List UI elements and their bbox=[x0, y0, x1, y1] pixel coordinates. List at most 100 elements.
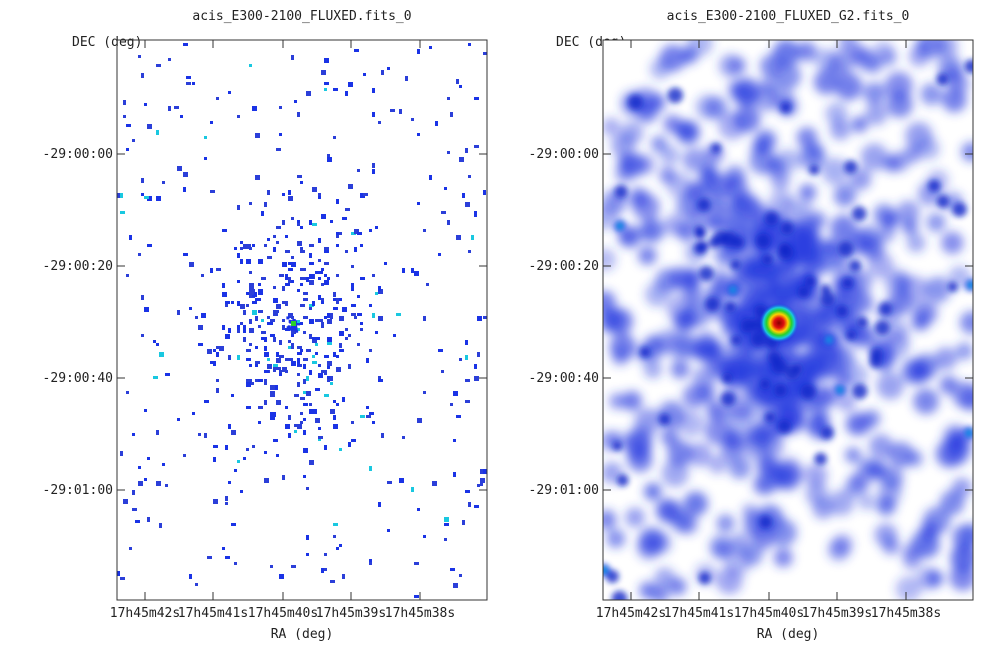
count-pixel bbox=[243, 337, 246, 342]
count-pixel bbox=[270, 322, 273, 325]
count-pixel bbox=[300, 268, 305, 271]
dense-core bbox=[843, 160, 858, 174]
count-pixel bbox=[429, 175, 432, 180]
count-pixel bbox=[363, 73, 366, 76]
count-pixel bbox=[144, 478, 147, 481]
count-pixel bbox=[246, 349, 251, 352]
count-pixel bbox=[288, 415, 291, 420]
count-pixel bbox=[468, 250, 471, 253]
count-pixel bbox=[267, 364, 272, 369]
count-pixel bbox=[333, 424, 338, 429]
dense-core bbox=[730, 335, 742, 346]
count-pixel bbox=[381, 70, 384, 75]
count-pixel bbox=[336, 355, 339, 358]
count-pixel bbox=[318, 364, 321, 367]
count-pixel bbox=[333, 307, 338, 310]
count-pixel bbox=[123, 499, 128, 504]
count-pixel bbox=[309, 460, 314, 465]
count-pixel bbox=[441, 370, 444, 373]
count-pixel bbox=[345, 337, 348, 340]
smoothed-blob bbox=[955, 342, 973, 360]
count-pixel bbox=[267, 190, 270, 195]
smoothed-blob bbox=[667, 173, 693, 199]
smoothed-blob bbox=[900, 358, 927, 385]
count-pixel bbox=[144, 103, 147, 106]
count-pixel bbox=[444, 187, 447, 190]
count-pixel bbox=[270, 319, 275, 322]
smoothed-blob bbox=[741, 503, 759, 521]
count-pixel bbox=[327, 154, 330, 157]
smoothed-blob bbox=[749, 147, 777, 175]
count-pixel bbox=[213, 361, 216, 366]
count-pixel bbox=[255, 364, 258, 367]
count-pixel bbox=[294, 394, 299, 397]
dense-core bbox=[805, 275, 816, 287]
count-pixel bbox=[297, 358, 300, 361]
count-pixel bbox=[117, 193, 122, 198]
count-pixel bbox=[123, 115, 126, 118]
count-pixel bbox=[297, 346, 302, 349]
count-pixel bbox=[321, 301, 324, 304]
count-pixel bbox=[279, 574, 284, 579]
count-pixel bbox=[225, 301, 230, 304]
count-pixel bbox=[297, 175, 302, 178]
count-pixel bbox=[369, 349, 372, 352]
count-pixel bbox=[468, 43, 471, 46]
count-pixel bbox=[240, 490, 243, 493]
count-pixel bbox=[198, 433, 201, 436]
count-pixel bbox=[183, 253, 188, 256]
count-pixel bbox=[177, 310, 180, 315]
smoothed-blob bbox=[825, 102, 848, 125]
count-pixel bbox=[351, 421, 354, 424]
count-pixel bbox=[168, 58, 171, 61]
count-pixel bbox=[273, 235, 276, 238]
count-pixel bbox=[147, 124, 152, 129]
count-pixel bbox=[369, 562, 372, 565]
count-pixel bbox=[246, 292, 249, 295]
count-pixel bbox=[357, 343, 360, 346]
count-pixel bbox=[330, 580, 335, 583]
dense-core bbox=[936, 194, 950, 209]
dense-core bbox=[836, 304, 849, 318]
y-tick-label: -29:00:20 bbox=[529, 259, 599, 274]
count-pixel bbox=[357, 232, 362, 235]
smoothed-blob bbox=[616, 153, 636, 172]
smoothed-blob bbox=[692, 366, 716, 390]
count-pixel bbox=[348, 334, 351, 337]
count-pixel bbox=[273, 364, 278, 369]
dense-core bbox=[874, 320, 890, 336]
smoothed-blob bbox=[834, 276, 861, 303]
smoothed-blob bbox=[868, 434, 894, 459]
count-pixel bbox=[465, 490, 470, 493]
count-pixel bbox=[324, 274, 327, 277]
count-pixel bbox=[132, 139, 135, 142]
smoothed-blob bbox=[836, 391, 857, 412]
count-pixel bbox=[249, 295, 254, 298]
count-pixel bbox=[159, 352, 164, 357]
count-pixel bbox=[384, 262, 387, 265]
count-pixel bbox=[295, 329, 299, 333]
right-title: acis_E300-2100_FLUXED_G2.fits_0 bbox=[667, 9, 910, 24]
count-pixel bbox=[180, 115, 183, 118]
smoothed-blob bbox=[650, 135, 668, 153]
count-pixel bbox=[447, 220, 450, 225]
count-pixel bbox=[369, 304, 372, 307]
count-pixel bbox=[264, 244, 267, 247]
count-pixel bbox=[453, 439, 456, 442]
count-pixel bbox=[237, 205, 240, 210]
count-pixel bbox=[339, 343, 342, 348]
count-pixel bbox=[378, 286, 381, 291]
count-pixel bbox=[255, 133, 260, 138]
count-pixel bbox=[309, 307, 312, 310]
count-pixel bbox=[300, 349, 303, 352]
count-pixel bbox=[249, 289, 254, 292]
smoothed-blob bbox=[728, 456, 752, 480]
count-pixel bbox=[288, 313, 293, 318]
count-pixel bbox=[369, 412, 374, 415]
secondary-source-core bbox=[617, 223, 623, 229]
count-pixel bbox=[132, 433, 135, 436]
smoothed-blob bbox=[638, 246, 657, 265]
smoothed-blob bbox=[838, 40, 858, 53]
count-pixel bbox=[312, 361, 317, 364]
y-tick-label: -29:00:20 bbox=[43, 259, 113, 274]
